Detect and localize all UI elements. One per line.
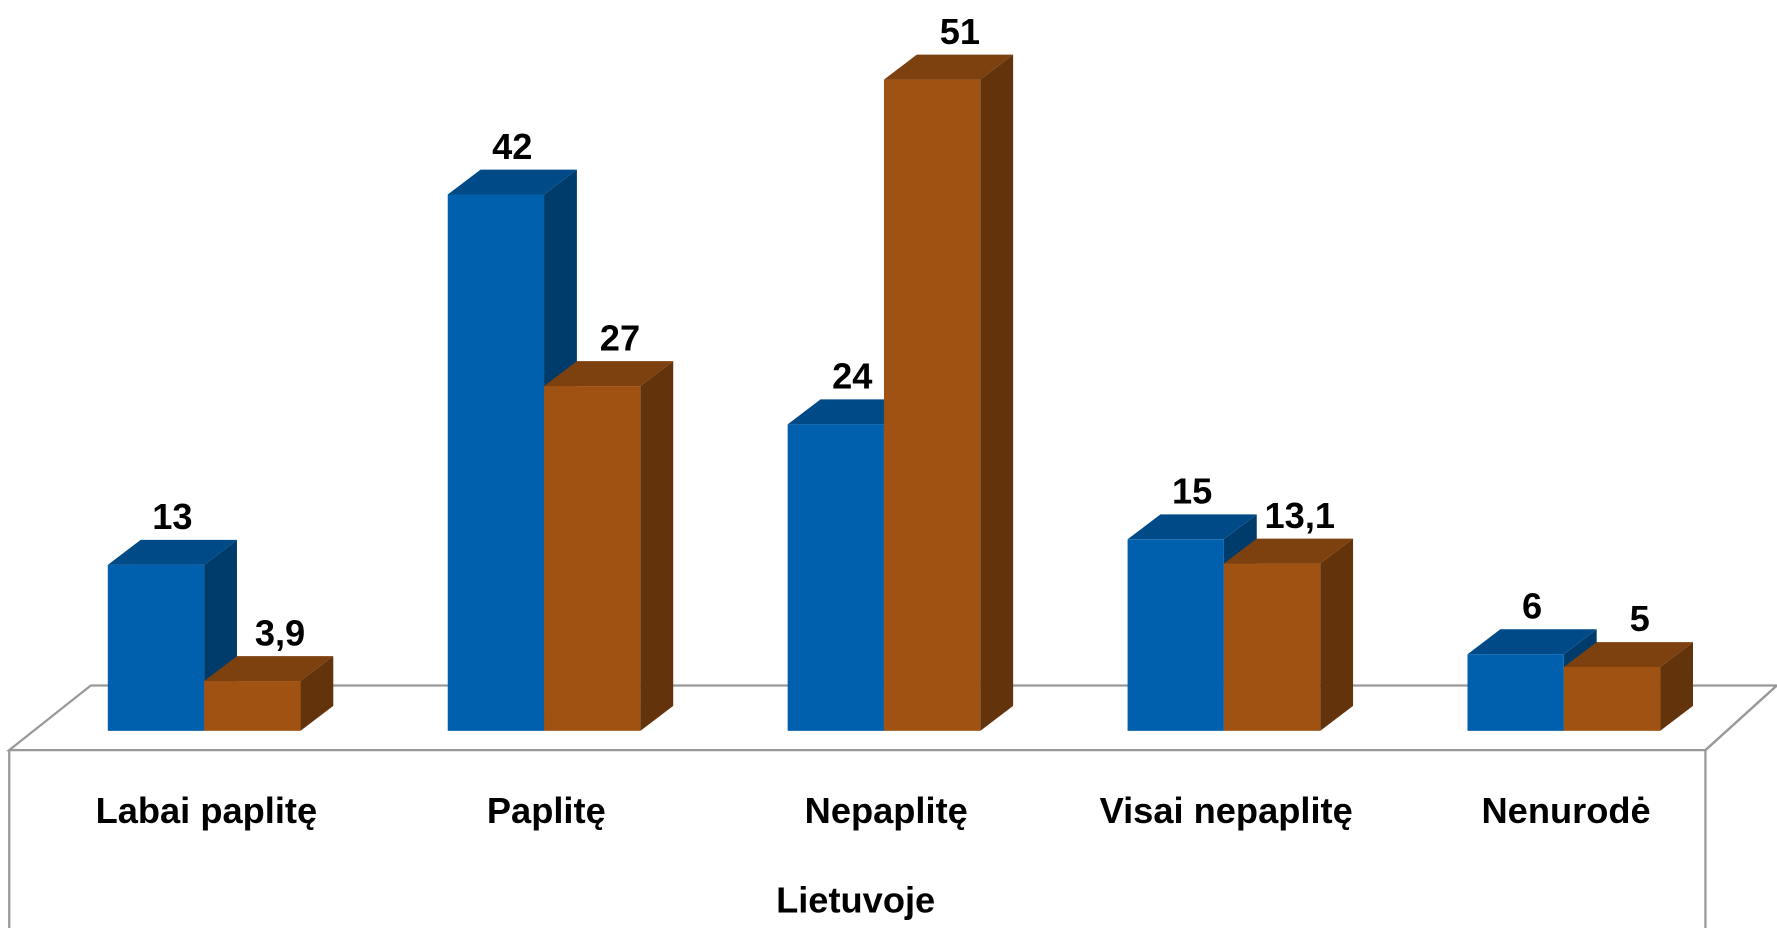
bar-side [1660,642,1693,731]
x-tick-label: Nepaplitę [805,790,968,831]
x-axis-label: Lietuvoje [776,880,935,921]
bar [1563,666,1661,731]
bar-top [1127,514,1257,540]
x-tick-label: Labai paplitę [96,790,318,831]
floor-edge [1704,684,1777,751]
value-label: 15 [1172,471,1212,512]
bar-side [980,54,1014,731]
bar-top [544,361,674,387]
bar-side [1320,538,1354,731]
bar [204,681,301,731]
bar [107,564,205,731]
value-label: 13 [152,496,192,537]
value-label: 27 [600,317,640,358]
bar-top [1223,538,1354,564]
bar-top [447,169,577,195]
bar [447,194,545,731]
bar [787,424,884,731]
value-label: 3,9 [255,612,305,653]
bar-top [883,54,1014,80]
value-label: 51 [940,11,980,52]
bar [544,386,641,731]
bar-top [107,539,237,565]
bars [107,54,1693,731]
value-label: 42 [492,126,532,167]
bar-top [1467,629,1597,655]
value-label: 13,1 [1265,495,1336,536]
value-label: 5 [1630,598,1650,639]
bar-side [640,361,674,731]
bar-top [204,656,334,682]
bar [883,79,981,731]
bar-top [1563,642,1693,667]
bar [1127,539,1224,731]
value-label: 6 [1522,585,1542,626]
bar-side [300,656,334,731]
x-tick-label: Paplitę [487,790,606,831]
x-tick-label: Nenurodė [1481,790,1650,831]
value-label: 24 [832,356,872,397]
bar [1467,654,1564,731]
bar [1223,563,1321,731]
x-tick-label: Visai nepaplitę [1100,790,1353,831]
